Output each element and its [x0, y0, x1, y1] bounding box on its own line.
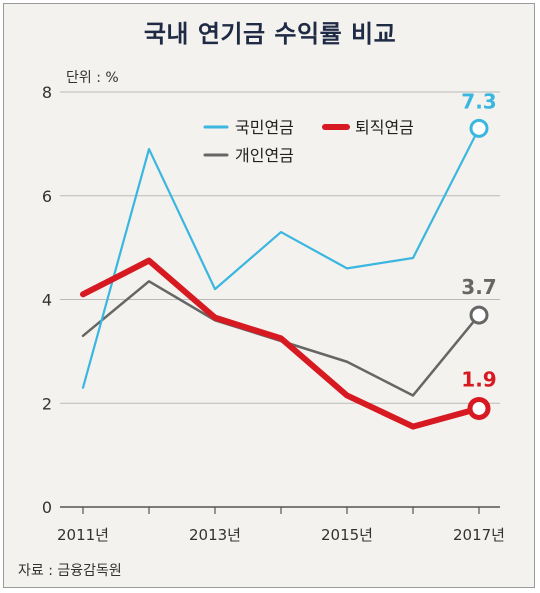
unit-label: 단위 : % — [66, 70, 119, 86]
source-label: 자료 : 금융감독원 — [18, 563, 122, 579]
y-tick-label: 0 — [42, 498, 52, 517]
x-tick-label: 2013년 — [189, 526, 241, 544]
end-value-label-1: 1.9 — [461, 367, 496, 391]
legend-label-0: 국민연금 — [235, 118, 294, 137]
y-tick-label: 8 — [42, 83, 52, 102]
y-tick-label: 4 — [42, 291, 52, 310]
legend-label-1: 퇴직연금 — [355, 118, 414, 137]
end-marker-2 — [469, 305, 489, 325]
end-value-label-2: 3.7 — [461, 275, 496, 299]
legend-label-2: 개인연금 — [235, 146, 294, 165]
x-tick-label: 2011년 — [57, 526, 109, 544]
y-tick-label: 6 — [42, 187, 52, 206]
end-value-label-0: 7.3 — [461, 89, 496, 113]
series-line-0 — [81, 127, 481, 389]
x-tick-label: 2015년 — [321, 526, 373, 544]
series-line-1 — [80, 257, 482, 430]
chart-title: 국내 연기금 수익률 비교 — [143, 20, 397, 48]
chart-frame — [3, 3, 535, 588]
x-tick-label: 2017년 — [453, 526, 505, 544]
end-marker-0 — [469, 118, 489, 138]
y-tick-label: 2 — [42, 394, 52, 413]
end-marker-1 — [467, 396, 491, 420]
